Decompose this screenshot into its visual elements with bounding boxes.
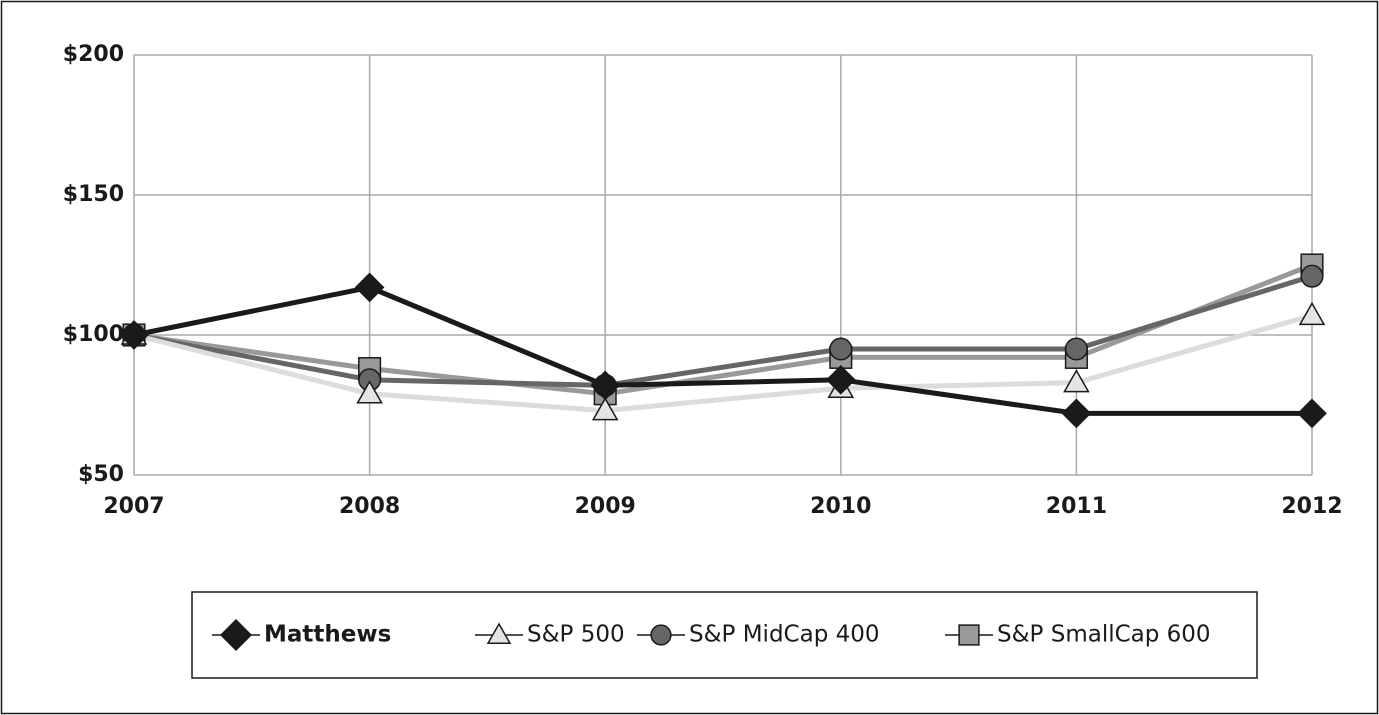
marker-triangle (1298, 301, 1326, 326)
x-tick-label: 2008 (339, 494, 400, 519)
legend-label: S&P 500 (527, 622, 625, 648)
marker-circle (1064, 337, 1088, 361)
y-tick-label: $100 (63, 322, 124, 347)
legend-label: S&P SmallCap 600 (997, 622, 1211, 648)
marker-diamond (1061, 398, 1092, 429)
marker-circle (829, 337, 853, 361)
x-tick-label: 2009 (575, 494, 636, 519)
series-line (133, 262, 1313, 397)
marker-diamond (825, 364, 856, 395)
marker-diamond (219, 618, 253, 652)
marker-triangle (1063, 369, 1090, 393)
series-line (133, 312, 1313, 414)
marker-diamond (590, 370, 621, 401)
x-tick-label: 2012 (1281, 494, 1342, 519)
legend-item: S&P MidCap 400 (637, 622, 880, 648)
marker-diamond (1297, 398, 1327, 429)
legend-box (191, 591, 1258, 679)
marker-triangle (356, 380, 383, 404)
x-tick-label: 2011 (1046, 494, 1107, 519)
marker-triangle (591, 397, 619, 421)
marker-diamond (354, 272, 385, 303)
series-line (133, 273, 1313, 388)
marker-circle (1300, 264, 1324, 288)
legend-label: S&P MidCap 400 (689, 622, 880, 648)
y-tick-label: $200 (63, 42, 124, 67)
y-tick-label: $150 (63, 182, 124, 207)
x-tick-label: 2010 (810, 494, 871, 519)
legend-item: Matthews (212, 618, 391, 652)
marker-circle (650, 624, 672, 646)
series-line (133, 284, 1312, 416)
y-tick-label: $50 (78, 462, 124, 487)
legend-item: S&P 500 (475, 622, 625, 648)
legend-item: S&P SmallCap 600 (945, 622, 1211, 648)
marker-diamond (119, 320, 149, 350)
marker-square (958, 624, 980, 646)
legend-label: Matthews (264, 622, 391, 648)
marker-triangle (486, 622, 512, 644)
x-tick-label: 2007 (103, 494, 164, 519)
